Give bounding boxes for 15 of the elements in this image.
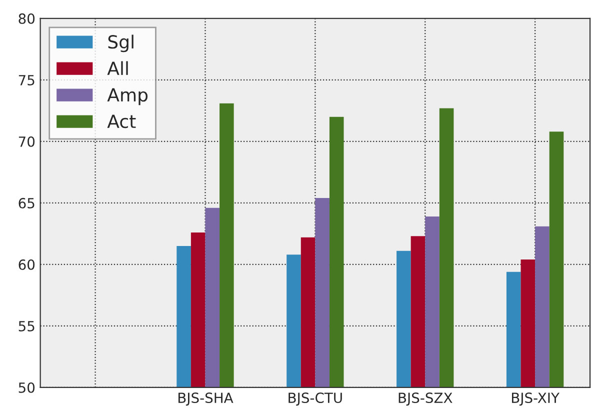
y-tick-label: 75 — [18, 75, 34, 86]
y-tick-label: 65 — [18, 198, 34, 208]
legend-label: All — [107, 61, 128, 75]
y-tick-label: 60 — [18, 259, 35, 270]
x-tick-label: BJS-CTU — [288, 392, 342, 406]
legend-label: Act — [107, 114, 136, 128]
x-tick-label: BJS-XIY — [512, 392, 560, 406]
y-tick-label: 55 — [18, 321, 34, 332]
y-tick-label: 50 — [18, 382, 35, 393]
legend-label: Amp — [107, 88, 148, 106]
x-tick-label: BJS-SHA — [178, 392, 234, 406]
y-tick-label: 80 — [18, 13, 35, 24]
x-tick-label: BJS-SZX — [398, 392, 452, 406]
y-tick-label: 70 — [18, 136, 35, 147]
legend-label: Sgl — [108, 34, 134, 52]
